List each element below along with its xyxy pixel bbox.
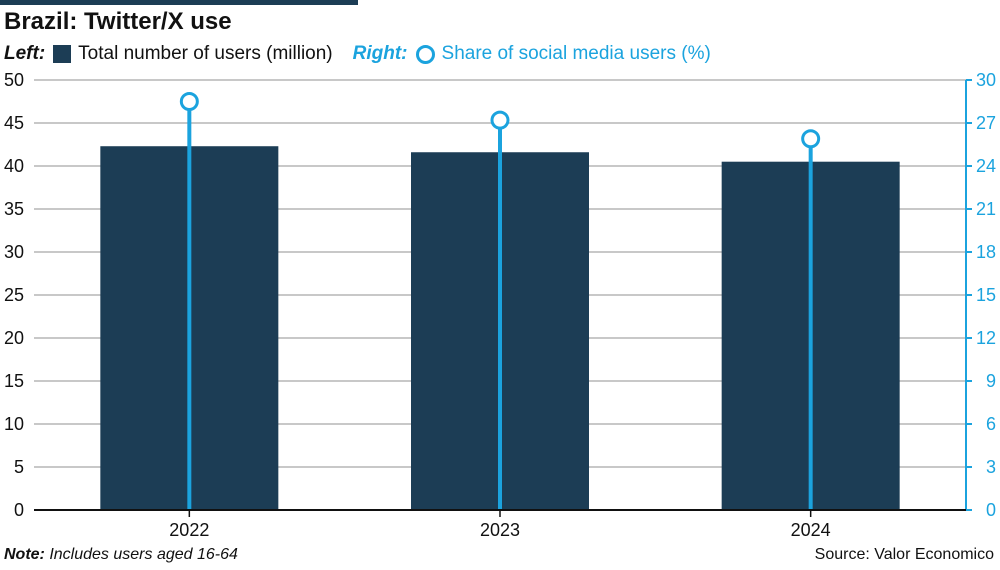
left-tick-label: 20: [4, 328, 24, 348]
lollipop-marker: [490, 110, 510, 130]
left-tick-label: 10: [4, 414, 24, 434]
footnote-text: Includes users aged 16-64: [44, 546, 238, 563]
legend-right-lead: Right:: [352, 43, 408, 64]
left-tick-label: 0: [14, 500, 24, 520]
x-tick-label: 2023: [480, 520, 520, 540]
right-tick-label: 21: [976, 199, 996, 219]
left-tick-label: 40: [4, 156, 24, 176]
left-tick-label: 25: [4, 285, 24, 305]
legend: Left: Total number of users (million) Ri…: [4, 41, 711, 67]
right-tick-label: 15: [976, 285, 996, 305]
right-tick-label: 24: [976, 156, 996, 176]
right-tick-label: 6: [986, 414, 996, 434]
legend-right-label: Share of social media users (%): [441, 43, 711, 64]
left-tick-label: 35: [4, 199, 24, 219]
footnote-lead: Note:: [4, 546, 45, 563]
legend-circle-marker: [415, 44, 435, 64]
right-tick-label: 27: [976, 113, 996, 133]
right-tick-label: 9: [986, 371, 996, 391]
x-tick-label: 2024: [791, 520, 831, 540]
footnote: Note: Includes users aged 16-64: [4, 546, 238, 564]
right-tick-label: 0: [986, 500, 996, 520]
left-tick-label: 15: [4, 371, 24, 391]
lollipop-marker: [801, 129, 821, 149]
right-tick-label: 12: [976, 328, 996, 348]
legend-left-lead: Left:: [4, 43, 46, 64]
title-accent-bar: [0, 0, 358, 5]
left-tick-label: 5: [14, 457, 24, 477]
source: Source: Valor Economico: [814, 546, 994, 563]
left-tick-label: 30: [4, 242, 24, 262]
legend-bar-swatch: [53, 45, 72, 63]
right-tick-label: 30: [976, 70, 996, 90]
lollipop-marker: [179, 92, 199, 111]
left-tick-label: 45: [4, 113, 24, 133]
right-tick-label: 18: [976, 242, 996, 262]
legend-left-label: Total number of users (million): [78, 43, 333, 64]
right-tick-label: 3: [986, 457, 996, 477]
left-tick-label: 50: [4, 70, 24, 90]
x-tick-label: 2022: [169, 520, 209, 540]
chart-title: Brazil: Twitter/X use: [4, 8, 232, 35]
